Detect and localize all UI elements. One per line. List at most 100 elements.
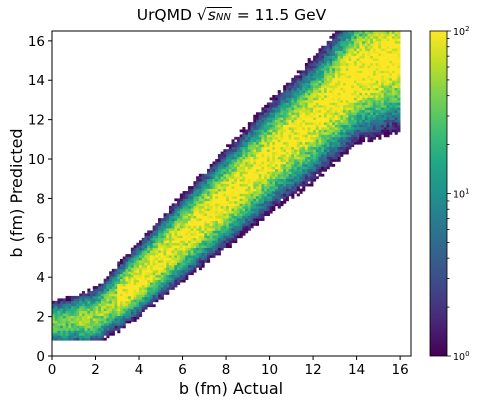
heatmap-cell (343, 31, 347, 34)
heatmap-cell (98, 305, 102, 309)
heatmap-cell (264, 176, 268, 180)
heatmap-cell (383, 134, 387, 138)
heatmap-cell (155, 264, 159, 268)
heatmap-cell (168, 208, 173, 212)
heatmap-cell (204, 259, 208, 263)
heatmap-cell (166, 284, 170, 288)
heatmap-cell (158, 287, 162, 290)
heatmap-cell (353, 50, 357, 54)
heatmap-cell (334, 31, 338, 34)
heatmap-cell (236, 225, 241, 229)
heatmap-cell (144, 255, 148, 258)
heatmap-cell (54, 327, 58, 331)
heatmap-cell (133, 264, 137, 268)
heatmap-cell (348, 134, 352, 138)
heatmap-cell (52, 323, 56, 326)
heatmap-cell (147, 240, 151, 244)
heatmap-cell (283, 178, 287, 182)
heatmap-cell (318, 95, 322, 98)
heatmap-cell (340, 131, 344, 135)
heatmap-cell (359, 112, 363, 116)
heatmap-cell (307, 99, 311, 103)
heatmap-cell (321, 139, 325, 143)
heatmap-cell (294, 77, 298, 81)
heatmap-cell (283, 109, 287, 113)
heatmap-cell (397, 67, 401, 71)
heatmap-cell (321, 117, 325, 120)
heatmap-cell (261, 129, 265, 133)
heatmap-cell (190, 215, 194, 219)
heatmap-cell (364, 70, 368, 74)
heatmap-cell (217, 245, 221, 249)
heatmap-cell (106, 300, 110, 304)
heatmap-cell (285, 124, 289, 128)
heatmap-cell (54, 308, 58, 312)
heatmap-cell (280, 104, 284, 108)
heatmap-cell (266, 151, 270, 155)
heatmap-cell (187, 250, 192, 253)
heatmap-cell (307, 176, 311, 180)
heatmap-cell (193, 181, 197, 184)
heatmap-cell (351, 40, 355, 44)
heatmap-cell (147, 230, 151, 234)
heatmap-cell (187, 213, 192, 217)
heatmap-cell (310, 63, 314, 66)
heatmap-cell (272, 149, 276, 152)
heatmap-cell (144, 267, 148, 271)
heatmap-cell (133, 262, 137, 266)
heatmap-cell (258, 171, 262, 175)
heatmap-cell (386, 45, 390, 49)
heatmap-cell (381, 65, 385, 69)
heatmap-cell (356, 95, 360, 98)
heatmap-cell (228, 245, 232, 249)
heatmap-cell (389, 63, 393, 66)
heatmap-cell (304, 67, 308, 71)
heatmap-cell (307, 72, 311, 76)
heatmap-cell (217, 218, 221, 221)
heatmap-cell (92, 300, 96, 304)
heatmap-cell (288, 193, 292, 197)
heatmap-cell (247, 208, 251, 212)
heatmap-cell (283, 191, 287, 194)
heatmap-cell (158, 291, 162, 295)
heatmap-cell (204, 255, 208, 258)
heatmap-cell (201, 188, 205, 192)
heatmap-cell (394, 77, 398, 81)
heatmap-cell (217, 159, 221, 162)
heatmap-cell (111, 313, 115, 316)
heatmap-cell (242, 210, 246, 214)
heatmap-cell (370, 109, 374, 113)
heatmap-cell (239, 146, 243, 150)
heatmap-cell (283, 117, 287, 120)
heatmap-cell (111, 276, 115, 280)
heatmap-cell (264, 151, 268, 155)
heatmap-cell (264, 104, 268, 108)
heatmap-cell (397, 109, 401, 113)
heatmap-cell (155, 255, 159, 258)
heatmap-cell (343, 35, 347, 39)
heatmap-cell (106, 332, 110, 336)
heatmap-cell (378, 38, 382, 42)
heatmap-cell (223, 208, 227, 212)
heatmap-cell (71, 305, 75, 309)
heatmap-cell (171, 245, 175, 249)
heatmap-cell (117, 283, 121, 287)
heatmap-cell (212, 235, 216, 239)
heatmap-cell (313, 114, 317, 118)
heatmap-cell (343, 53, 347, 56)
heatmap-cell (253, 208, 257, 212)
heatmap-cell (168, 232, 173, 236)
heatmap-cell (313, 60, 317, 64)
heatmap-cell (171, 267, 175, 271)
heatmap-cell (307, 95, 311, 98)
heatmap-cell (397, 85, 401, 88)
heatmap-cell (215, 188, 219, 192)
heatmap-cell (234, 198, 238, 202)
heatmap-cell (130, 277, 134, 281)
heatmap-cell (362, 99, 366, 103)
heatmap-cell (84, 323, 88, 326)
heatmap-cell (288, 97, 292, 101)
heatmap-cell (209, 225, 213, 229)
heatmap-cell (255, 181, 260, 184)
heatmap-cell (155, 279, 159, 283)
